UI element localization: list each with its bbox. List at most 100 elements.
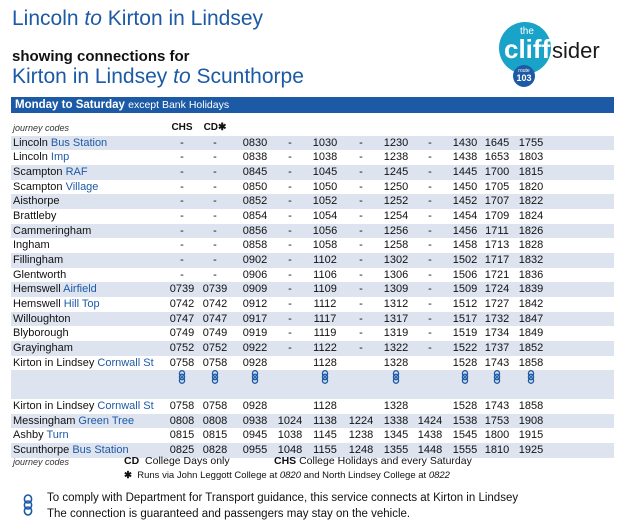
departure-time: 1519 — [452, 327, 478, 340]
departure-time: 1052 — [312, 195, 338, 208]
title-line-3: Kirton in Lindsey to Scunthorpe — [12, 65, 304, 89]
stop-name: Ingham — [13, 238, 50, 253]
departure-time: - — [288, 283, 292, 296]
departure-time: - — [180, 151, 184, 164]
stop-name: Messingham Green Tree — [13, 414, 134, 429]
stop-name: Scampton RAF — [13, 165, 88, 180]
departure-time: - — [288, 341, 292, 354]
departure-time: 0758 — [169, 400, 195, 413]
departure-time: - — [428, 253, 432, 266]
stop-locality: Fillingham — [13, 253, 64, 266]
departure-time: - — [288, 253, 292, 266]
departure-time: 1224 — [348, 414, 374, 427]
departure-time: - — [359, 195, 363, 208]
logo-cliff: cliff — [504, 34, 551, 64]
departure-time: 1345 — [383, 429, 409, 442]
departure-time: - — [359, 239, 363, 252]
departure-time: 0838 — [242, 151, 268, 164]
stop-locality: Cammeringham — [13, 224, 92, 237]
stop-locality: Brattleby — [13, 209, 57, 222]
departure-time: - — [180, 136, 184, 149]
departure-time: 1338 — [383, 414, 409, 427]
departure-time: - — [213, 224, 217, 237]
key-cd: CD College Days only — [124, 455, 230, 467]
departure-time: - — [213, 195, 217, 208]
departure-time: 1312 — [383, 297, 409, 310]
stop-locality: Messingham — [13, 414, 76, 427]
departure-time: - — [428, 151, 432, 164]
connection-link-icon — [515, 370, 547, 389]
departure-time: 1438 — [417, 429, 443, 442]
table-row: Kirton in Lindsey Cornwall St 0758 0758 092… — [11, 399, 614, 414]
departure-time: - — [288, 209, 292, 222]
departure-time: 1800 — [484, 429, 510, 442]
key-chs-code: CHS — [274, 455, 297, 467]
departure-time: - — [428, 341, 432, 354]
chain-link-icon — [23, 494, 33, 516]
departure-time: 1743 — [484, 356, 510, 369]
departure-time: 1705 — [484, 180, 510, 193]
departure-time: 1858 — [518, 400, 544, 413]
stop-name: Hemswell Hill Top — [13, 297, 100, 312]
departure-time: - — [288, 136, 292, 149]
departure-time: 1117 — [313, 312, 337, 325]
departure-time: 1456 — [452, 224, 478, 237]
departure-time: 1707 — [484, 195, 510, 208]
departure-time: 1038 — [312, 151, 338, 164]
departure-time: 1653 — [484, 151, 510, 164]
departure-time: 1328 — [383, 400, 409, 413]
departure-time: 1832 — [518, 253, 544, 266]
departure-time: 0906 — [242, 268, 268, 281]
departure-time: - — [428, 327, 432, 340]
table-row: Lincoln Bus Station - - 0830 - 1030 - 1230 - 1430… — [11, 135, 614, 151]
departure-time: 0739 — [202, 283, 228, 296]
departure-time: 1711 — [485, 224, 509, 237]
departure-time: - — [428, 209, 432, 222]
departure-time: 0749 — [202, 327, 228, 340]
departure-time: - — [428, 283, 432, 296]
departure-time: 1502 — [452, 253, 478, 266]
departure-time: - — [359, 341, 363, 354]
departure-time: 1230 — [383, 136, 409, 149]
departure-time: 0852 — [242, 195, 268, 208]
departure-time: 1839 — [518, 283, 544, 296]
departure-time: 1528 — [452, 400, 478, 413]
departure-time: 1454 — [452, 209, 478, 222]
stop-detail: Cornwall St — [97, 356, 154, 369]
departure-time: 1306 — [383, 268, 409, 281]
stop-detail: Cornwall St — [97, 400, 154, 413]
key-star-text-a: Runs via John Leggott College at — [137, 470, 278, 481]
departure-time: 0938 — [242, 414, 268, 427]
departure-time: 0919 — [242, 327, 268, 340]
stop-detail: Airfield — [63, 283, 97, 296]
key-star-time-b: 0822 — [428, 470, 450, 481]
route-word: route — [518, 68, 530, 74]
departure-time: 1852 — [518, 341, 544, 354]
journey-codes-row: journey codes CHS CD✱ — [11, 121, 614, 136]
departure-time: 1145 — [313, 429, 337, 442]
departure-time: 1106 — [313, 268, 337, 281]
departure-time: 0758 — [169, 356, 195, 369]
departure-time: 1452 — [452, 195, 478, 208]
departure-time: - — [213, 136, 217, 149]
departure-time: 1717 — [484, 253, 510, 266]
stop-name: Hemswell Airfield — [13, 282, 97, 297]
departure-time: 1024 — [277, 414, 303, 427]
stop-name: Blyborough — [13, 326, 69, 341]
departure-time: 1256 — [383, 224, 409, 237]
stop-name: Kirton in Lindsey Cornwall St — [13, 356, 154, 371]
table-row: Aisthorpe - - 0852 - 1052 - 1252 - 1452 1707 1822 — [11, 194, 614, 209]
departure-time: 1238 — [348, 429, 374, 442]
connection-link-icon — [199, 370, 231, 389]
day-band-exception: except Bank Holidays — [128, 99, 230, 111]
departure-time: 0808 — [169, 414, 195, 427]
stop-locality: Hemswell — [13, 283, 61, 296]
title-from: Lincoln — [12, 7, 79, 30]
departure-time: 1302 — [383, 253, 409, 266]
key-star-text-b: and North Lindsey College at — [303, 470, 427, 481]
key-cd-text: College Days only — [145, 455, 230, 467]
stop-name: Lincoln Bus Station — [13, 136, 107, 151]
departure-time: - — [428, 268, 432, 281]
stop-locality: Scampton — [13, 165, 63, 178]
departure-time: - — [428, 195, 432, 208]
